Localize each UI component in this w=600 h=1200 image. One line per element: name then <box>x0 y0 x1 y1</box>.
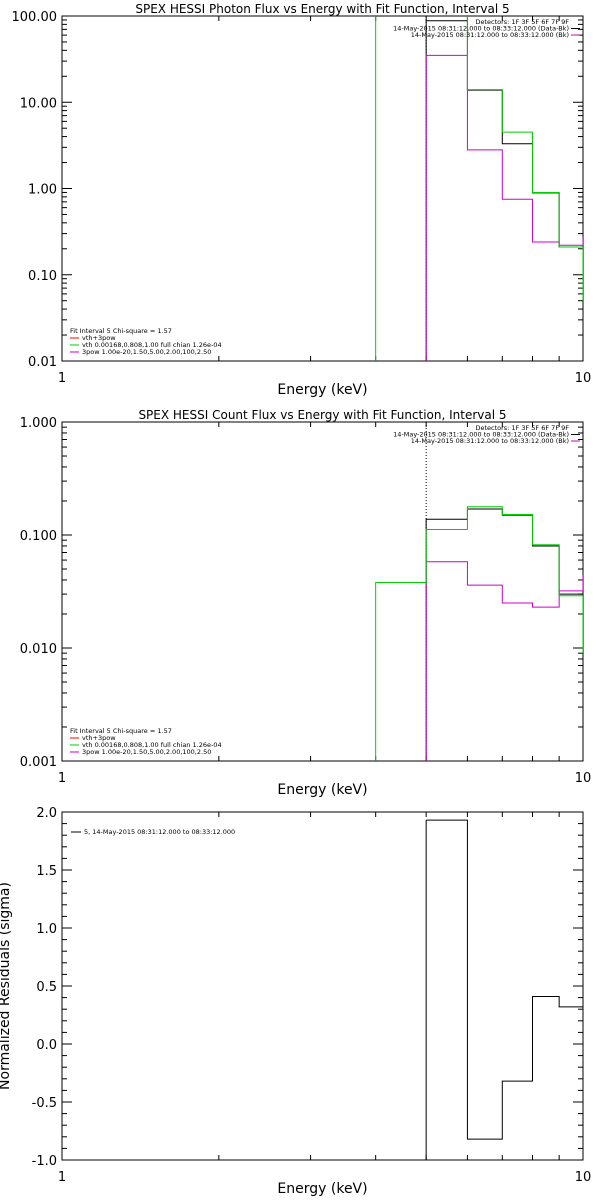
legend-entry: Fit Interval 5 Chi-square = 1.57 <box>70 327 172 335</box>
x-tick-label: 1 <box>58 1170 66 1185</box>
legend-entry: vth+3pow <box>82 734 116 742</box>
legend-entry: Fit Interval 5 Chi-square = 1.57 <box>70 727 172 735</box>
plot-frame <box>61 15 584 362</box>
y-tick-label: 1.00 <box>28 183 57 198</box>
legend-entry: 14-May-2015 08:31:12.000 to 08:33:12.000… <box>411 31 569 39</box>
legend-entry: Detectors: 1F 3F 5F 6F 7F 9F <box>475 18 569 26</box>
series-line-2 <box>375 506 583 761</box>
legend-entry: vth 0.00168,0.808,1.00 full chian 1.26e-… <box>82 741 222 749</box>
series-line-0 <box>426 819 583 1140</box>
y-tick-label: 0.010 <box>20 642 57 657</box>
x-tick-label: 10 <box>575 1170 592 1185</box>
plot-3: 1 10 Energy (keV) -1.0 -0.5 0.0 0.5 1.0 1.5 2.0 No… <box>0 806 591 1197</box>
y-tick-label: 2.0 <box>36 806 57 821</box>
x-axis-label: Energy (keV) <box>277 782 367 798</box>
y-tick-label: 0.0 <box>36 1038 57 1053</box>
series-line-1 <box>425 54 583 361</box>
series-line-1 <box>425 561 583 761</box>
series-line-2 <box>375 16 583 361</box>
x-tick-label: 1 <box>58 771 66 786</box>
plot-area <box>375 16 583 361</box>
y-tick-label: -0.5 <box>32 1096 57 1111</box>
x-axis-label: Energy (keV) <box>277 1181 367 1197</box>
plot-area <box>425 819 583 1160</box>
legend-entry: 5, 14-May-2015 08:31:12.000 to 08:33:12.… <box>84 828 235 836</box>
series-line-0 <box>425 508 583 761</box>
legend-entry: 14-May-2015 08:31:12.000 to 08:33:12.000… <box>393 25 569 33</box>
plot-frame <box>61 811 584 1161</box>
x-tick-label: 10 <box>575 771 592 786</box>
legend-entry: vth+3pow <box>82 334 116 342</box>
legend-entry: vth 0.00168,0.808,1.00 full chian 1.26e-… <box>82 341 222 349</box>
y-tick-label: 10.00 <box>20 96 57 111</box>
y-tick-label: 0.100 <box>20 529 57 544</box>
y-tick-label: 0.5 <box>36 980 57 995</box>
plot-area <box>375 422 583 761</box>
x-axis-label: Energy (keV) <box>277 382 367 398</box>
y-tick-label: -1.0 <box>32 1154 57 1169</box>
y-tick-label: 1.5 <box>36 864 57 879</box>
legend-entry: 3pow 1.00e-20,1.50,5.00,2.00,100,2.50 <box>82 348 211 356</box>
y-tick-label: 0.001 <box>20 755 57 770</box>
y-tick-label: 1.000 <box>20 416 57 431</box>
y-tick-label: 100.00 <box>12 10 58 25</box>
y-tick-label: 1.0 <box>36 922 57 937</box>
legend-entry: 14-May-2015 08:31:12.000 to 08:33:12.000… <box>411 437 569 445</box>
y-tick-label: 0.01 <box>28 355 57 370</box>
y-tick-label: 0.10 <box>28 269 57 284</box>
x-tick-label: 1 <box>58 371 66 386</box>
plot-2: SPEX HESSI Count Flux vs Energy with Fit… <box>20 408 591 798</box>
plot-1: SPEX HESSI Photon Flux vs Energy with Fi… <box>12 2 592 398</box>
y-axis-label: Normalized Residuals (sigma) <box>0 882 13 1090</box>
chart-title: SPEX HESSI Photon Flux vs Energy with Fi… <box>135 2 509 16</box>
legend-entry: Detectors: 1F 3F 5F 6F 7F 9F <box>475 424 569 432</box>
chart-title: SPEX HESSI Count Flux vs Energy with Fit… <box>138 408 506 422</box>
legend-entry: 3pow 1.00e-20,1.50,5.00,2.00,100,2.50 <box>82 748 211 756</box>
legend-entry: 14-May-2015 08:31:12.000 to 08:33:12.000… <box>393 431 569 439</box>
x-tick-label: 10 <box>575 371 592 386</box>
plot-frame <box>61 421 584 762</box>
